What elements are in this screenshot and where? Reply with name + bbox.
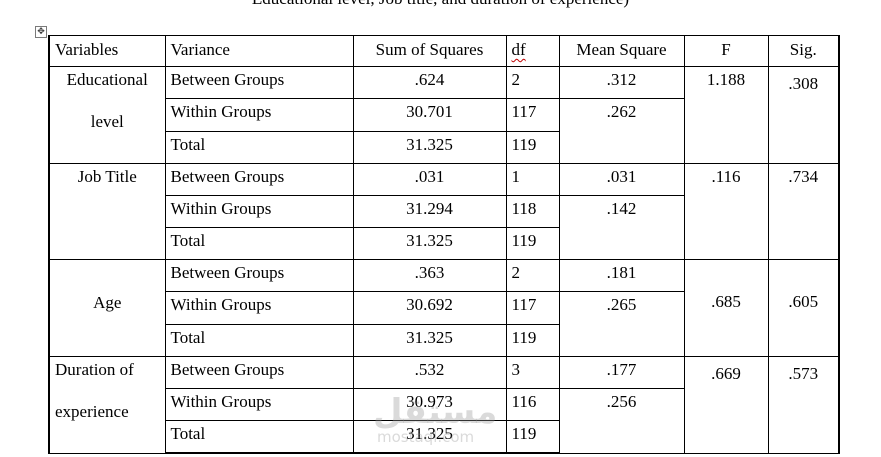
variable-name-line: experience (55, 401, 129, 421)
mean-square-cell: .262 (558, 98, 685, 164)
header-row: Variables Variance Sum of Squares df Mea… (48, 34, 840, 68)
variance-cell: Between Groups (164, 259, 354, 293)
variance-cell: Between Groups (164, 66, 354, 100)
sum-of-squares-cell: 30.973 (352, 388, 507, 422)
header-variance: Variance (164, 34, 354, 68)
df-cell: 119 (505, 130, 560, 164)
table-row: Total 31.325 119 (49, 323, 839, 357)
variance-cell: Within Groups (164, 388, 354, 422)
table-caption: Educational level, Job title, and durati… (0, 0, 881, 9)
table-row: Age Between Groups .363 2 .181 .685 .605 (48, 259, 840, 357)
mean-square-cell: .265 (558, 291, 685, 357)
header-sum-of-squares: Sum of Squares (352, 34, 507, 68)
variance-cell: Within Groups (164, 291, 354, 325)
sig-value-cell: .734 (767, 162, 840, 261)
variable-educational-level: Educational level (48, 66, 166, 164)
sum-of-squares-cell: 31.325 (352, 227, 507, 261)
sig-value-cell: .605 (767, 259, 840, 357)
df-cell: 117 (505, 291, 560, 325)
header-mean-square: Mean Square (558, 34, 685, 68)
header-f: F (683, 34, 769, 68)
header-variables: Variables (48, 34, 166, 68)
table-row: Total 31.325 119 (49, 130, 839, 164)
variance-cell: Total (164, 227, 354, 261)
mean-square-cell: .142 (558, 194, 685, 261)
sig-value-cell: .308 (767, 66, 840, 164)
df-cell: 118 (505, 194, 560, 229)
mean-square-cell: .312 (558, 66, 685, 100)
variable-name-line: level (90, 112, 124, 132)
variable-age: Age (48, 259, 166, 357)
table-row: Total 31.325 119 (49, 420, 839, 455)
f-value-cell: .116 (683, 162, 769, 261)
df-cell: 119 (505, 420, 560, 455)
df-cell: 1 (505, 162, 560, 196)
anova-table: Variables Variance Sum of Squares df Mea… (48, 34, 840, 455)
sum-of-squares-cell: .031 (352, 162, 507, 196)
f-value-cell: 1.188 (683, 66, 769, 164)
df-cell: 3 (505, 355, 560, 390)
sum-of-squares-cell: .363 (352, 259, 507, 293)
sum-of-squares-cell: .624 (352, 66, 507, 100)
sum-of-squares-cell: 31.325 (352, 130, 507, 164)
variance-cell: Between Groups (164, 355, 354, 390)
variable-job-title: Job Title (48, 162, 166, 261)
df-cell: 2 (505, 66, 560, 100)
variance-cell: Total (164, 130, 354, 164)
variable-name-line: Duration of (55, 359, 134, 379)
sum-of-squares-cell: .532 (352, 355, 507, 390)
mean-square-cell: .256 (558, 388, 685, 454)
table-row: Duration of experience Between Groups .5… (48, 355, 840, 454)
mean-square-cell: .031 (558, 162, 685, 196)
variance-cell: Within Groups (164, 98, 354, 132)
table-row: Job Title Between Groups .031 1 .031 .11… (48, 162, 840, 261)
variance-cell: Total (164, 420, 354, 455)
f-value-cell: .685 (683, 259, 769, 357)
mean-square-cell: .177 (558, 355, 685, 390)
header-sig: Sig. (767, 34, 840, 68)
f-value-cell: .669 (683, 355, 769, 454)
table-row: Total 31.325 119 (49, 227, 839, 261)
variable-name-line: Educational (66, 70, 148, 90)
sum-of-squares-cell: 31.294 (352, 194, 507, 229)
variance-cell: Within Groups (164, 194, 354, 229)
df-cell: 119 (505, 323, 560, 357)
sum-of-squares-cell: 31.325 (352, 420, 507, 455)
variance-cell: Between Groups (164, 162, 354, 196)
variable-duration-of-experience: Duration of experience (48, 355, 166, 454)
df-cell: 117 (505, 98, 560, 132)
header-df: df (505, 34, 560, 68)
df-cell: 2 (505, 259, 560, 293)
table-row: Within Groups 30.692 117 .265 (49, 291, 839, 357)
df-cell: 116 (505, 388, 560, 422)
table-row: Within Groups 30.973 116 .256 (49, 388, 839, 454)
header-df-label: df (511, 40, 526, 59)
sum-of-squares-cell: 31.325 (352, 323, 507, 357)
table-row: Within Groups 30.701 117 .262 (49, 98, 839, 164)
sig-value-cell: .573 (767, 355, 840, 454)
table-move-handle-icon[interactable]: ✥ (35, 26, 47, 38)
variance-cell: Total (164, 323, 354, 357)
table-row: Educational level Between Groups .624 2 … (48, 66, 840, 164)
sum-of-squares-cell: 30.701 (352, 98, 507, 132)
table-row: Within Groups 31.294 118 .142 (49, 194, 839, 261)
sum-of-squares-cell: 30.692 (352, 291, 507, 325)
mean-square-cell: .181 (558, 259, 685, 293)
df-cell: 119 (505, 227, 560, 261)
